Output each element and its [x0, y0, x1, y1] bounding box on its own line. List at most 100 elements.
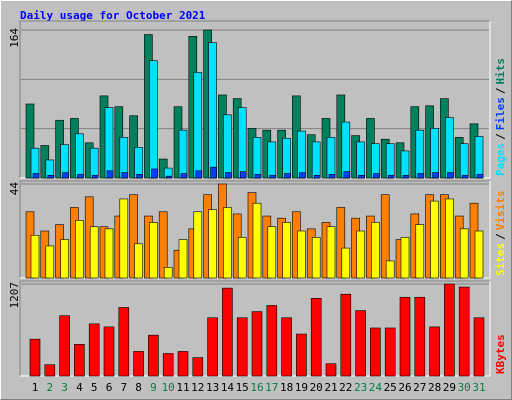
bar: [297, 230, 306, 279]
bar: [208, 209, 217, 279]
bar: [193, 211, 203, 279]
bar: [371, 143, 380, 179]
legend-entry: Hits: [494, 58, 507, 85]
bar: [266, 305, 278, 377]
bar: [75, 220, 84, 279]
legend: Pages / Files / Hits: [494, 58, 507, 176]
bar: [299, 172, 306, 179]
x-tick-label: 2: [46, 381, 53, 394]
bar: [103, 326, 115, 377]
bar: [223, 207, 232, 279]
bar: [59, 315, 70, 377]
bar: [195, 170, 203, 179]
bar: [474, 136, 484, 179]
bar: [151, 168, 158, 179]
bar: [282, 137, 291, 179]
bar: [311, 141, 321, 179]
bar: [473, 317, 485, 377]
bar: [237, 237, 247, 279]
x-tick-label: 9: [150, 381, 157, 394]
y-tick-label: 164: [8, 28, 21, 48]
bar: [269, 174, 277, 179]
bar: [370, 327, 381, 377]
x-tick-label: 26: [398, 381, 411, 394]
bar: [400, 150, 410, 179]
x-tick-label: 16: [250, 381, 263, 394]
x-tick-label: 21: [324, 381, 337, 394]
bar: [267, 226, 277, 279]
bar: [399, 296, 411, 377]
bar: [356, 141, 365, 179]
bar: [343, 171, 351, 179]
bar: [239, 171, 247, 179]
bar: [134, 147, 143, 179]
bar: [458, 286, 470, 377]
x-tick-label: 27: [413, 381, 426, 394]
bar: [88, 323, 100, 377]
x-tick-label: 12: [191, 381, 204, 394]
bar: [148, 334, 159, 377]
bar: [119, 137, 129, 179]
bar: [178, 129, 188, 179]
bar: [252, 202, 262, 279]
x-tick-label: 25: [384, 381, 397, 394]
bar: [129, 194, 138, 279]
x-tick-label: 30: [458, 381, 471, 394]
bar: [387, 174, 395, 179]
bar: [282, 222, 291, 279]
bar: [178, 239, 188, 279]
legend-entry: Pages: [494, 143, 507, 176]
bar: [236, 317, 248, 377]
x-tick-label: 24: [369, 381, 383, 394]
y-tick-label: 1207: [8, 282, 21, 309]
bar: [32, 173, 40, 179]
bar: [106, 170, 114, 179]
bar: [89, 147, 99, 179]
bar: [341, 247, 351, 279]
bar: [118, 307, 130, 377]
bar: [104, 107, 114, 179]
bar: [136, 174, 143, 179]
bar: [340, 293, 352, 377]
x-tick-label: 5: [91, 381, 98, 394]
legend: Sites / Visits: [494, 191, 507, 277]
x-tick-label: 15: [236, 381, 249, 394]
legend-entry: Files: [494, 97, 507, 130]
x-tick-label: 4: [76, 381, 83, 394]
bar: [25, 103, 35, 179]
bar: [325, 363, 337, 377]
bar: [371, 222, 380, 279]
bar: [47, 174, 55, 179]
bar: [328, 174, 336, 179]
bar: [222, 287, 233, 377]
y-tick-label: 44: [8, 182, 21, 196]
bar: [75, 133, 84, 179]
x-tick-label: 20: [310, 381, 323, 394]
panel-border-dark: [19, 280, 490, 376]
x-tick-label: 10: [162, 381, 175, 394]
legend-entry: Visits: [494, 191, 507, 231]
x-tick-label: 7: [120, 381, 127, 394]
bar: [417, 173, 425, 179]
bar: [177, 351, 189, 377]
bar: [415, 129, 425, 179]
bar: [430, 128, 439, 179]
bar: [341, 121, 351, 179]
bar: [77, 174, 84, 179]
x-tick-label: 11: [176, 381, 189, 394]
x-tick-label: 17: [265, 381, 278, 394]
bar: [29, 338, 41, 377]
bar: [192, 357, 204, 377]
bar: [158, 211, 168, 279]
bar: [358, 174, 365, 179]
bar: [104, 228, 114, 279]
bar: [149, 222, 158, 279]
x-tick-label: 29: [443, 381, 456, 394]
bar: [476, 174, 484, 179]
panel-border-dark: [19, 20, 490, 178]
bar: [461, 174, 469, 179]
x-tick-label: 22: [339, 381, 352, 394]
bar: [402, 174, 410, 179]
bar: [380, 194, 390, 279]
